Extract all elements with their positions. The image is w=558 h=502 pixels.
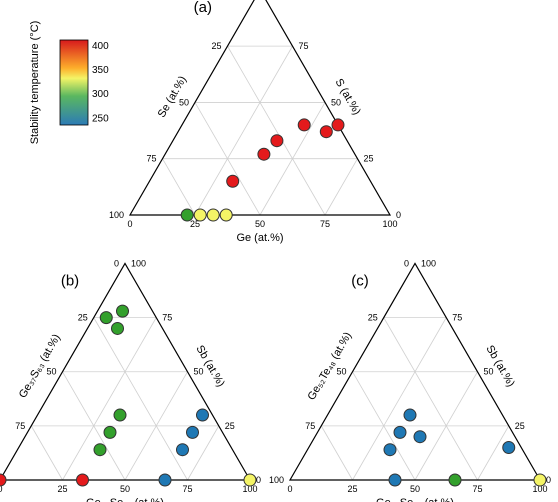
data-point (503, 442, 515, 454)
legend-tick: 250 (92, 113, 109, 124)
data-point (100, 312, 112, 324)
tick: 0 (127, 219, 132, 229)
data-point (414, 431, 426, 443)
data-point (244, 474, 256, 486)
tick: 25 (515, 421, 525, 431)
tick: 100 (421, 258, 436, 268)
tick: 0 (287, 484, 292, 494)
tick: 25 (364, 154, 374, 164)
tick: 100 (382, 219, 397, 229)
tick: 25 (211, 41, 221, 51)
legend-tick: 300 (92, 89, 109, 100)
data-point (258, 148, 270, 160)
data-point (384, 444, 396, 456)
tick: 50 (331, 97, 341, 107)
tick: 75 (452, 313, 462, 323)
data-point (77, 474, 89, 486)
data-point (112, 322, 124, 334)
tick: 50 (194, 367, 204, 377)
data-point (207, 209, 219, 221)
panel-label: (a) (194, 0, 212, 16)
data-point (404, 409, 416, 421)
tick: 50 (120, 484, 130, 494)
legend-tick: 350 (92, 65, 109, 76)
data-point (194, 209, 206, 221)
tick: 25 (57, 484, 67, 494)
data-point (332, 119, 344, 131)
tick: 75 (15, 421, 25, 431)
tick: 75 (320, 219, 330, 229)
data-point (177, 444, 189, 456)
tick: 25 (368, 313, 378, 323)
tick: 50 (484, 367, 494, 377)
tick: 100 (269, 475, 284, 485)
tick: 50 (179, 97, 189, 107)
tick: 25 (347, 484, 357, 494)
data-point (94, 444, 106, 456)
data-point (159, 474, 171, 486)
data-point (271, 135, 283, 147)
tick: 50 (410, 484, 420, 494)
data-point (197, 409, 209, 421)
data-point (449, 474, 461, 486)
data-point (187, 426, 199, 438)
tick: 75 (162, 313, 172, 323)
tick: 25 (225, 421, 235, 431)
tick: 50 (46, 367, 56, 377)
legend-tick: 400 (92, 41, 109, 52)
panel-label: (b) (61, 272, 79, 289)
data-point (534, 474, 546, 486)
axis-bottom: Ge (at.%) (236, 232, 283, 244)
tick: 100 (109, 210, 124, 220)
data-point (117, 305, 129, 317)
panel-label: (c) (351, 272, 369, 289)
data-point (227, 175, 239, 187)
tick: 50 (255, 219, 265, 229)
legend-title: Stability temperature (°C) (29, 21, 41, 145)
tick: 50 (336, 367, 346, 377)
tick: 0 (114, 258, 119, 268)
tick: 75 (472, 484, 482, 494)
tick: 75 (146, 154, 156, 164)
tick: 75 (299, 41, 309, 51)
axis-left: Ge₅₂Te₄₈ (at.%) (306, 330, 355, 402)
data-point (320, 126, 332, 138)
tick: 75 (182, 484, 192, 494)
ternary-b: 000252525505050757575100100100Ge₃₀Se₇₀ (… (0, 258, 261, 502)
tick: 75 (305, 421, 315, 431)
legend-bar (60, 40, 88, 125)
data-point (298, 119, 310, 131)
data-point (104, 426, 116, 438)
axis-bottom: Ge₃₀Se₇₀ (at.%) (86, 497, 164, 502)
data-point (114, 409, 126, 421)
data-point (181, 209, 193, 221)
axis-bottom: Ge₃₀Se₇₀ (at.%) (376, 497, 454, 502)
tick: 0 (404, 258, 409, 268)
ternary-figure: 400350300250Stability temperature (°C)00… (0, 0, 558, 502)
data-point (0, 474, 6, 486)
data-point (220, 209, 232, 221)
ternary-c: 000252525505050757575100100100Ge₃₀Se₇₀ (… (269, 258, 551, 502)
tick: 100 (131, 258, 146, 268)
ternary-a: 000252525505050757575100100100Ge (at.%)S… (109, 0, 401, 244)
data-point (394, 426, 406, 438)
data-point (389, 474, 401, 486)
tick: 25 (78, 313, 88, 323)
